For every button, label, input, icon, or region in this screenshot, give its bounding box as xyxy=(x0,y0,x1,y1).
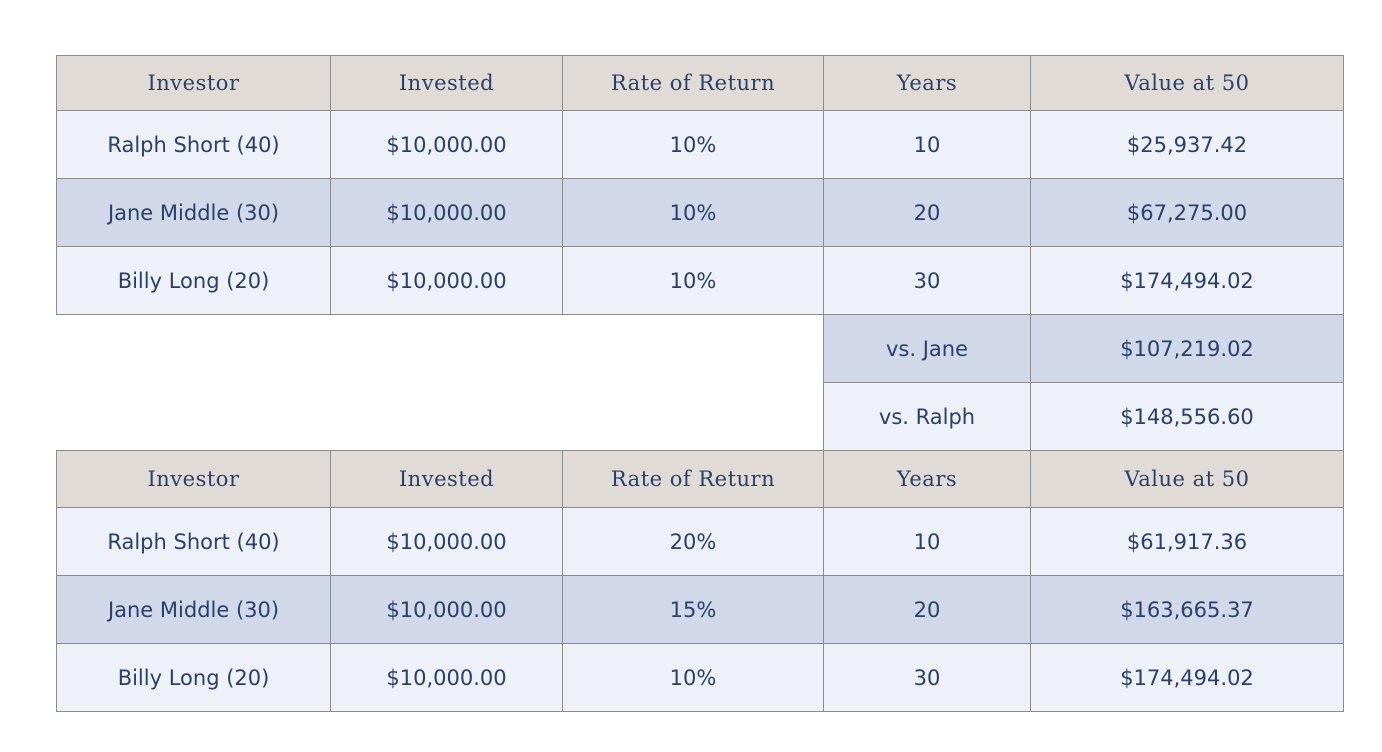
cell-rate: 10% xyxy=(562,246,824,315)
cell-investor: Jane Middle (30) xyxy=(56,575,331,644)
comparison-label: vs. Jane xyxy=(823,314,1031,383)
cell-years: 30 xyxy=(823,643,1031,712)
cell-rate: 10% xyxy=(562,110,824,179)
table-row: Ralph Short (40) $10,000.00 20% 10 $61,9… xyxy=(56,507,1344,576)
cell-rate: 10% xyxy=(562,178,824,247)
cell-invested: $10,000.00 xyxy=(330,643,563,712)
cell-rate: 10% xyxy=(562,643,824,712)
table-row: Ralph Short (40) $10,000.00 10% 10 $25,9… xyxy=(56,110,1344,179)
blank-cell xyxy=(330,382,563,451)
cell-years: 30 xyxy=(823,246,1031,315)
header-years: Years xyxy=(823,55,1031,111)
cell-investor: Billy Long (20) xyxy=(56,246,331,315)
blank-cell xyxy=(56,382,331,451)
cell-investor: Ralph Short (40) xyxy=(56,507,331,576)
cell-investor: Billy Long (20) xyxy=(56,643,331,712)
comparison-row: vs. Jane $107,219.02 xyxy=(56,314,1344,383)
cell-invested: $10,000.00 xyxy=(330,110,563,179)
table-row: Billy Long (20) $10,000.00 10% 30 $174,4… xyxy=(56,246,1344,315)
header-invested: Invested xyxy=(330,55,563,111)
cell-invested: $10,000.00 xyxy=(330,246,563,315)
cell-value: $25,937.42 xyxy=(1030,110,1344,179)
cell-rate: 20% xyxy=(562,507,824,576)
cell-investor: Jane Middle (30) xyxy=(56,178,331,247)
table-row: Jane Middle (30) $10,000.00 15% 20 $163,… xyxy=(56,575,1344,644)
header-investor: Investor xyxy=(56,55,331,111)
header-rate-of-return: Rate of Return xyxy=(562,450,824,508)
blank-cell xyxy=(56,314,331,383)
comparison-table: Investor Invested Rate of Return Years V… xyxy=(56,55,1344,712)
header-value-at-50: Value at 50 xyxy=(1030,55,1344,111)
comparison-row: vs. Ralph $148,556.60 xyxy=(56,382,1344,451)
cell-invested: $10,000.00 xyxy=(330,178,563,247)
cell-years: 10 xyxy=(823,110,1031,179)
comparison-label: vs. Ralph xyxy=(823,382,1031,451)
table-row: Jane Middle (30) $10,000.00 10% 20 $67,2… xyxy=(56,178,1344,247)
cell-rate: 15% xyxy=(562,575,824,644)
cell-value: $67,275.00 xyxy=(1030,178,1344,247)
cell-value: $174,494.02 xyxy=(1030,643,1344,712)
cell-invested: $10,000.00 xyxy=(330,575,563,644)
header-years: Years xyxy=(823,450,1031,508)
table-row: Billy Long (20) $10,000.00 10% 30 $174,4… xyxy=(56,643,1344,712)
blank-cell xyxy=(562,382,824,451)
cell-value: $163,665.37 xyxy=(1030,575,1344,644)
table1-header-row: Investor Invested Rate of Return Years V… xyxy=(56,55,1344,111)
header-invested: Invested xyxy=(330,450,563,508)
cell-investor: Ralph Short (40) xyxy=(56,110,331,179)
cell-value: $174,494.02 xyxy=(1030,246,1344,315)
header-value-at-50: Value at 50 xyxy=(1030,450,1344,508)
blank-cell xyxy=(562,314,824,383)
blank-cell xyxy=(330,314,563,383)
cell-invested: $10,000.00 xyxy=(330,507,563,576)
cell-value: $61,917.36 xyxy=(1030,507,1344,576)
comparison-value: $107,219.02 xyxy=(1030,314,1344,383)
header-investor: Investor xyxy=(56,450,331,508)
cell-years: 10 xyxy=(823,507,1031,576)
header-rate-of-return: Rate of Return xyxy=(562,55,824,111)
table2-header-row: Investor Invested Rate of Return Years V… xyxy=(56,450,1344,508)
cell-years: 20 xyxy=(823,575,1031,644)
investment-comparison-table: Investor Invested Rate of Return Years V… xyxy=(56,55,1344,712)
comparison-value: $148,556.60 xyxy=(1030,382,1344,451)
cell-years: 20 xyxy=(823,178,1031,247)
